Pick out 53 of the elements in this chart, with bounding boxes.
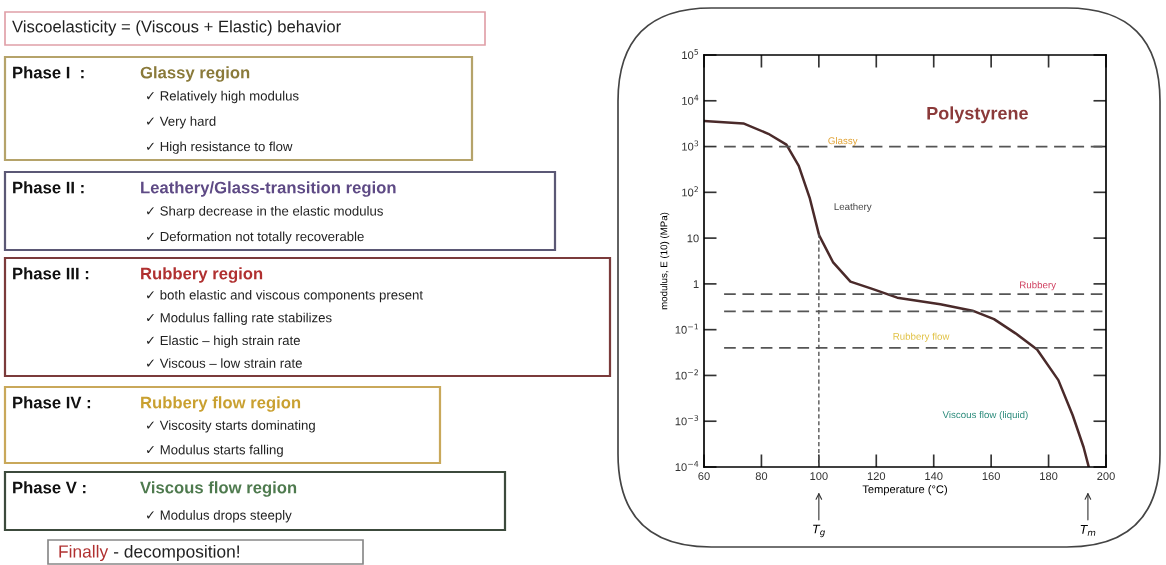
y-tick-label: 10: [687, 234, 699, 243]
text: Viscoelasticity = (Viscous + Elastic) behavior: [12, 20, 341, 36]
y-tick-label: 10$^{−4}$: [675, 461, 699, 472]
y-tick-label: 10$^{5}$: [682, 49, 699, 60]
text: ✓ Modulus drops steeply: [146, 510, 292, 523]
y-axis-title: modulus, E (10) (MPa): [660, 212, 670, 310]
text: ✓ Relatively high modulus: [146, 90, 299, 104]
x-axis-title: Temperature (°C): [862, 485, 947, 496]
x-tick-label: 100: [810, 472, 828, 481]
y-tick-label: 10$^{2}$: [682, 186, 698, 197]
y-tick-label: 10$^{3}$: [682, 140, 699, 151]
text: Rubbery region: [141, 267, 263, 283]
y-tick-label: 10$^{−2}$: [675, 369, 698, 380]
annotation: Glassy: [828, 136, 858, 147]
text: Finally: [59, 544, 109, 562]
text: ✓ Sharp decrease in the elastic modulus: [146, 205, 383, 219]
text: ✓ Deformation not totally recoverable: [146, 231, 364, 244]
y-tick-label: 1: [693, 280, 699, 288]
text: ✓ Modulus starts falling: [146, 444, 283, 458]
annotation: Rubbery: [1020, 281, 1057, 291]
text: Phase I :: [13, 66, 84, 79]
y-tick-label: 10$^{−1}$: [675, 323, 699, 334]
text: ✓ Viscous – low strain rate: [146, 358, 302, 368]
text: Leathery/Glass-transition region: [141, 181, 396, 197]
text: - decomposition!: [113, 544, 239, 562]
text: Phase IV :: [13, 396, 91, 409]
text: ✓ Elastic – high strain rate: [146, 335, 300, 348]
text: T$_{g}$: [813, 524, 825, 538]
x-tick-label: 60: [698, 472, 710, 481]
text: Viscous flow region: [140, 481, 297, 497]
text: T$_{m}$: [1080, 525, 1096, 536]
text: ✓ Viscosity starts dominating: [146, 420, 315, 433]
text: ✓ High resistance to flow: [146, 141, 293, 154]
text: ✓ Modulus falling rate stabilizes: [146, 312, 332, 325]
text: Phase III :: [13, 267, 89, 280]
x-tick-label: 200: [1097, 472, 1115, 481]
annotation: Viscous flow (liquid): [942, 410, 1028, 421]
text: ✓ both elastic and viscous components present: [146, 289, 423, 303]
annotation: Leathery: [834, 202, 872, 212]
y-tick-label: 10$^{−3}$: [675, 415, 699, 426]
y-tick-label: 10$^{4}$: [682, 94, 699, 105]
text: Phase V :: [13, 481, 86, 494]
x-tick-label: 120: [867, 472, 886, 481]
x-tick-label: 180: [1040, 472, 1058, 481]
text: Rubbery flow region: [141, 396, 301, 412]
text: ✓ Very hard: [146, 116, 216, 129]
x-tick-label: 80: [755, 472, 768, 481]
x-tick-label: 160: [982, 472, 1000, 481]
annotation: Rubbery flow: [893, 332, 950, 342]
text: Phase II :: [13, 181, 84, 194]
x-tick-label: 140: [925, 472, 943, 481]
text: Polystyrene: [927, 106, 1028, 124]
text: Glassy region: [140, 66, 250, 82]
